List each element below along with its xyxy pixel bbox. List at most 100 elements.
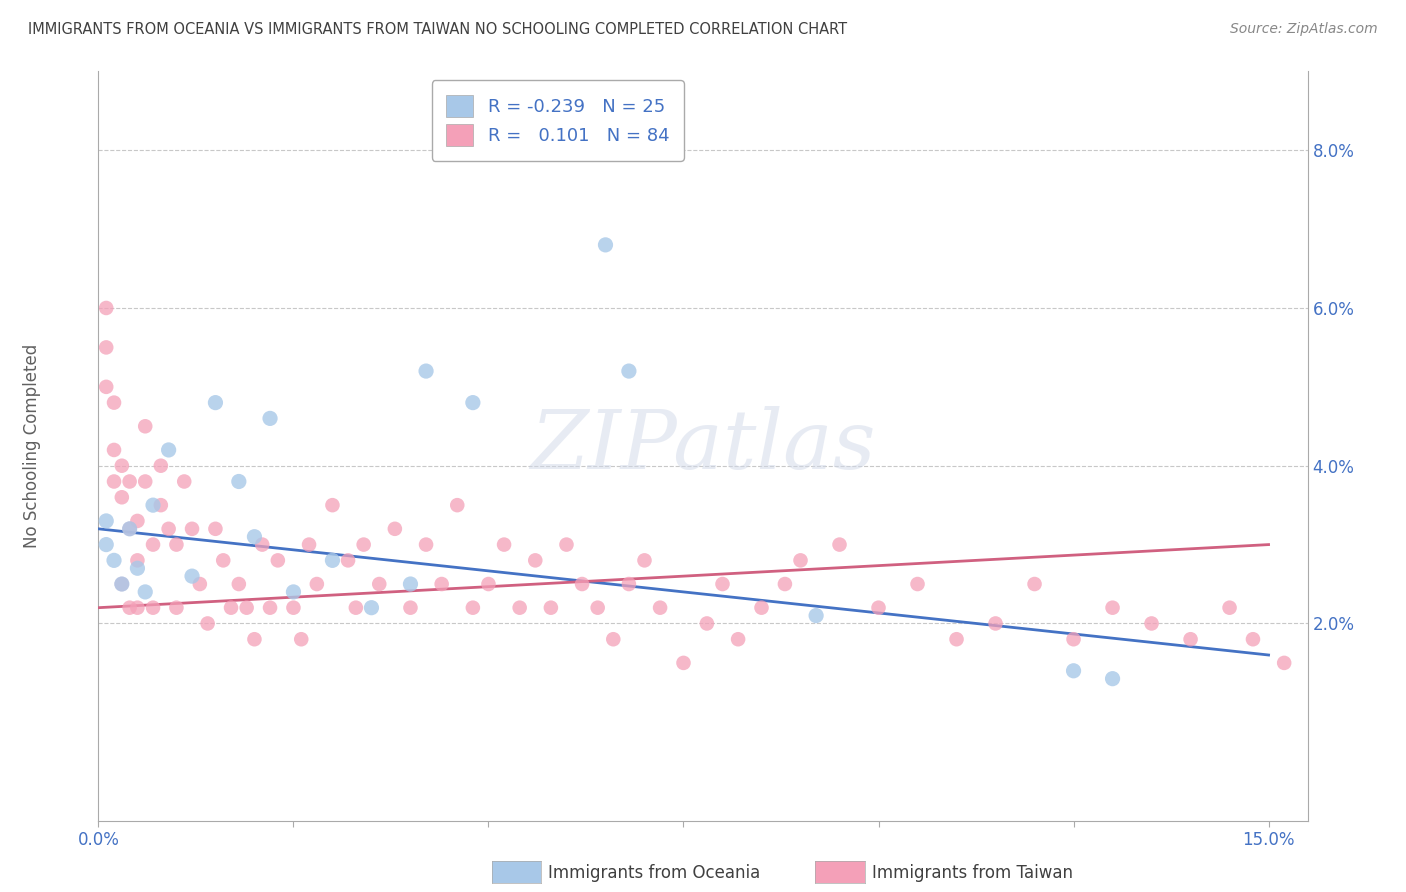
Point <box>103 442 125 457</box>
Point <box>111 577 134 591</box>
Point <box>1063 632 1085 647</box>
Point <box>633 553 655 567</box>
Point <box>157 522 180 536</box>
Point <box>1101 672 1123 686</box>
Point <box>259 411 281 425</box>
Point <box>127 600 149 615</box>
Point <box>204 395 226 409</box>
Point <box>384 522 406 536</box>
Point <box>1180 632 1202 647</box>
Point <box>127 553 149 567</box>
Point <box>228 577 250 591</box>
Point <box>305 577 328 591</box>
Point <box>204 522 226 536</box>
Point <box>173 475 195 489</box>
Point <box>321 553 343 567</box>
Point <box>111 458 134 473</box>
Point <box>571 577 593 591</box>
Point <box>212 553 235 567</box>
Point <box>415 364 437 378</box>
Point <box>243 632 266 647</box>
Point <box>1063 664 1085 678</box>
Point <box>96 301 118 315</box>
Point <box>142 600 165 615</box>
Text: Source: ZipAtlas.com: Source: ZipAtlas.com <box>1230 22 1378 37</box>
Point <box>118 600 141 615</box>
Point <box>868 600 890 615</box>
Point <box>181 522 204 536</box>
Point <box>142 498 165 512</box>
Point <box>197 616 219 631</box>
Point <box>337 553 360 567</box>
Point <box>118 522 141 536</box>
Text: No Schooling Completed: No Schooling Completed <box>22 344 41 548</box>
Point <box>96 514 118 528</box>
Point <box>477 577 499 591</box>
Point <box>727 632 749 647</box>
Point <box>165 600 187 615</box>
Point <box>446 498 468 512</box>
Point <box>360 600 382 615</box>
Point <box>789 553 811 567</box>
Point <box>181 569 204 583</box>
Point <box>111 577 134 591</box>
Point <box>711 577 734 591</box>
Point <box>617 577 640 591</box>
Point <box>96 340 118 354</box>
Point <box>111 490 134 504</box>
Point <box>165 538 187 552</box>
Point <box>751 600 773 615</box>
Point <box>399 600 422 615</box>
Point <box>509 600 531 615</box>
Point <box>586 600 609 615</box>
Point <box>96 380 118 394</box>
Point <box>672 656 695 670</box>
Point <box>283 600 305 615</box>
Point <box>602 632 624 647</box>
Point <box>595 238 617 252</box>
Point <box>134 475 156 489</box>
Point <box>399 577 422 591</box>
Point <box>142 538 165 552</box>
Point <box>494 538 516 552</box>
Point <box>127 561 149 575</box>
Point <box>368 577 391 591</box>
Point <box>103 553 125 567</box>
Point <box>1219 600 1241 615</box>
Point <box>219 600 242 615</box>
Point <box>134 585 156 599</box>
Point <box>321 498 343 512</box>
Point <box>1241 632 1264 647</box>
Text: IMMIGRANTS FROM OCEANIA VS IMMIGRANTS FROM TAIWAN NO SCHOOLING COMPLETED CORRELA: IMMIGRANTS FROM OCEANIA VS IMMIGRANTS FR… <box>28 22 848 37</box>
Point <box>283 585 305 599</box>
Point <box>149 458 172 473</box>
Point <box>1101 600 1123 615</box>
Point <box>344 600 367 615</box>
Point <box>1024 577 1046 591</box>
Text: ZIPatlas: ZIPatlas <box>530 406 876 486</box>
Point <box>259 600 281 615</box>
Point <box>103 475 125 489</box>
Point <box>267 553 290 567</box>
Point <box>127 514 149 528</box>
Point <box>157 442 180 457</box>
Point <box>461 395 484 409</box>
Text: Immigrants from Taiwan: Immigrants from Taiwan <box>872 864 1073 882</box>
Point <box>907 577 929 591</box>
Point <box>103 395 125 409</box>
Point <box>945 632 967 647</box>
Point <box>430 577 453 591</box>
Point <box>188 577 211 591</box>
Point <box>235 600 257 615</box>
Text: Immigrants from Oceania: Immigrants from Oceania <box>548 864 761 882</box>
Point <box>228 475 250 489</box>
Point <box>134 419 156 434</box>
Point <box>118 475 141 489</box>
Point <box>149 498 172 512</box>
Point <box>290 632 312 647</box>
Point <box>828 538 851 552</box>
Point <box>617 364 640 378</box>
Point <box>648 600 671 615</box>
Point <box>1140 616 1163 631</box>
Legend: R = -0.239   N = 25, R =   0.101   N = 84: R = -0.239 N = 25, R = 0.101 N = 84 <box>432 80 683 161</box>
